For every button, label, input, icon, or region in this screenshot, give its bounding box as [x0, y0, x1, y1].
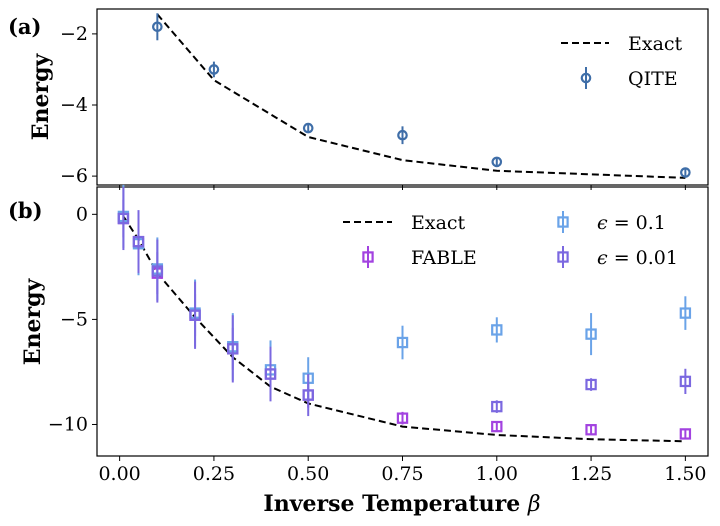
legend-fable-label: FABLE: [411, 247, 477, 269]
qite-point: [152, 21, 163, 33]
legend-marker: [557, 216, 569, 228]
x-tick-label: 0.25: [193, 463, 235, 485]
y-tick-label: −2: [60, 23, 88, 45]
series-fable: [117, 199, 692, 440]
legend-marker: [557, 251, 569, 263]
legend-eps001-value: = 0.01: [608, 247, 678, 269]
legend-eps001-symbol: ϵ: [597, 247, 608, 269]
legend-marker: [362, 251, 374, 263]
legend-eps01-symbol: ϵ: [597, 212, 608, 234]
legend-eps01-value: = 0.1: [608, 212, 666, 234]
panel-a-legend: Exact QITE: [561, 33, 683, 90]
fable-point: [585, 424, 597, 436]
legend-eps01-swatch: [557, 211, 569, 233]
0-01-point: [151, 265, 164, 277]
panel-b-label: (b): [8, 198, 43, 223]
y-tick-label: −6: [60, 165, 88, 187]
x-axis-label: Inverse Temperature β: [263, 491, 540, 517]
y-tick-label: −4: [60, 94, 88, 116]
legend-marker: [580, 72, 592, 84]
0-01-point: [679, 375, 692, 388]
legend-b-exact-label: Exact: [411, 212, 466, 234]
0-1-point: [491, 324, 503, 336]
x-tick-label: 0.50: [287, 463, 329, 485]
0-01-point: [132, 235, 145, 248]
qite-point: [397, 129, 408, 141]
x-tick-label: 1.25: [570, 463, 612, 485]
qite-point: [680, 167, 691, 178]
fable-point: [491, 420, 503, 433]
0-01-point: [117, 212, 130, 225]
y-tick-label: −10: [48, 413, 88, 435]
x-tick-label: 0.75: [381, 463, 423, 485]
x-tick-label: 1.00: [476, 463, 518, 485]
qite-point: [208, 64, 220, 75]
panel-b-legend: Exact FABLE ϵ = 0.1 ϵ = 0.01: [343, 211, 678, 269]
0-01-point: [491, 400, 503, 413]
panel-b: (b) Energy 0 −5 −10 0.00 0.25 0.50 0.75 1.00 1.2…: [8, 184, 709, 517]
legend-qite-swatch: [580, 67, 592, 89]
x-tick-label: 0.00: [98, 463, 140, 485]
series-0-01: [117, 187, 692, 417]
0-1-point: [585, 328, 597, 340]
panel-a-frame: [96, 8, 709, 186]
fable-point: [679, 428, 692, 440]
0-01-point: [189, 309, 201, 321]
qite-point: [491, 156, 503, 168]
0-01-point: [264, 368, 277, 380]
0-1-point: [679, 307, 692, 319]
series-qite: [152, 13, 691, 178]
panel-a: (a) Energy −2 −4 −6 Exact QITE: [8, 8, 709, 190]
legend-fable-swatch: [362, 246, 374, 268]
panel-a-ylabel: Energy: [28, 53, 54, 141]
exact-curve: [156, 13, 686, 179]
panel-b-ylabel: Energy: [20, 278, 46, 366]
0-01-point: [227, 343, 239, 355]
fable-point: [396, 412, 409, 424]
0-01-point: [302, 389, 314, 401]
y-tick-label: 0: [76, 203, 88, 225]
legend-eps001-label: ϵ = 0.01: [597, 247, 678, 269]
legend-exact-label: Exact: [628, 33, 683, 55]
panel-a-label: (a): [8, 14, 41, 39]
0-1-point: [396, 336, 409, 349]
y-tick-label: −5: [60, 308, 88, 330]
x-axis-label-text: Inverse Temperature: [263, 491, 520, 517]
legend-eps01-label: ϵ = 0.1: [597, 212, 666, 234]
x-axis-label-symbol: β: [527, 492, 541, 517]
x-tick-label: 1.50: [664, 463, 706, 485]
qite-point: [302, 122, 314, 134]
legend-qite-label: QITE: [628, 68, 678, 90]
0-01-point: [585, 378, 597, 391]
legend-eps001-swatch: [557, 246, 569, 268]
